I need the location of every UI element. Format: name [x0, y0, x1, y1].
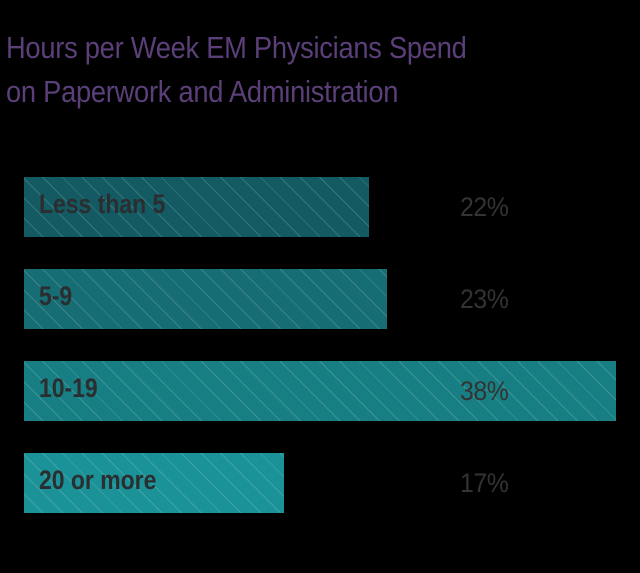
value-label: 17%	[460, 468, 509, 498]
bar-label: 10-19	[39, 373, 98, 403]
bar-label: 20 or more	[39, 465, 157, 495]
value-label: 22%	[460, 192, 509, 222]
bar-5-9: 5-9	[24, 269, 387, 329]
bar-label: 5-9	[39, 281, 73, 311]
chart-title-line-1: Hours per Week EM Physicians Spend	[6, 30, 467, 65]
chart-title-line-2: on Paperwork and Administration	[6, 74, 399, 109]
value-label: 38%	[460, 376, 509, 406]
bar-label: Less than 5	[39, 189, 166, 219]
bar-10-19: 10-19	[24, 361, 616, 421]
value-label: 23%	[460, 284, 509, 314]
chart-title: Hours per Week EM Physicians Spend on Pa…	[6, 26, 560, 114]
bar-20-or-more: 20 or more	[24, 453, 284, 513]
bar-less-than-5: Less than 5	[24, 177, 369, 237]
